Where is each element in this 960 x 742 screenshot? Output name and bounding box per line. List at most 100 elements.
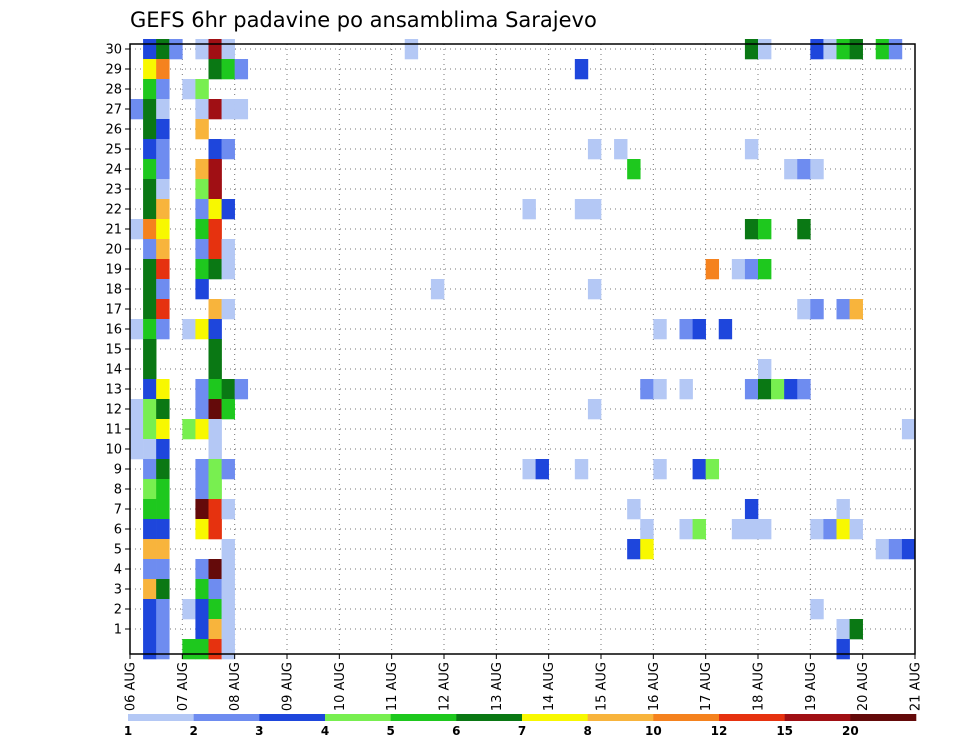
heatmap-cell bbox=[143, 259, 157, 280]
heatmap-cell bbox=[143, 299, 157, 320]
heatmap-cell bbox=[522, 459, 536, 480]
colorbar-swatch bbox=[325, 714, 391, 721]
colorbar-swatch bbox=[587, 714, 654, 721]
heatmap-cell bbox=[208, 499, 222, 520]
x-tick-label: 10 AUG bbox=[333, 662, 348, 711]
colorbar-label: 4 bbox=[321, 724, 329, 738]
heatmap-cell bbox=[901, 539, 916, 560]
heatmap-cell bbox=[888, 539, 903, 560]
x-tick-label: 11 AUG bbox=[385, 662, 400, 711]
heatmap-cell bbox=[797, 219, 811, 240]
x-tick-label: 21 AUG bbox=[909, 662, 924, 711]
heatmap-cell bbox=[208, 139, 222, 160]
heatmap-cell bbox=[143, 339, 157, 360]
heatmap-cell bbox=[195, 239, 209, 260]
heatmap-cell bbox=[143, 239, 157, 260]
heatmap-cell bbox=[574, 59, 589, 80]
heatmap-cell bbox=[875, 539, 890, 560]
heatmap-cell bbox=[195, 39, 209, 60]
heatmap-cell bbox=[143, 359, 157, 380]
y-tick-label: 25 bbox=[105, 143, 122, 158]
heatmap-cells bbox=[130, 39, 916, 660]
heatmap-cell bbox=[156, 239, 170, 260]
heatmap-cell bbox=[234, 59, 249, 80]
heatmap-cell bbox=[758, 39, 772, 60]
colorbar-label: 12 bbox=[711, 724, 728, 738]
heatmap-cell bbox=[574, 199, 589, 220]
heatmap-cell bbox=[208, 159, 222, 180]
heatmap-cell bbox=[195, 579, 209, 600]
heatmap-cell bbox=[156, 399, 170, 420]
y-tick-label: 11 bbox=[105, 423, 122, 438]
x-tick-label: 18 AUG bbox=[752, 662, 767, 711]
heatmap-cell bbox=[156, 279, 170, 300]
heatmap-cell bbox=[195, 219, 209, 240]
heatmap-cell bbox=[221, 299, 235, 320]
heatmap-cell bbox=[143, 419, 157, 440]
colorbar-swatch bbox=[850, 714, 917, 721]
y-tick-label: 14 bbox=[105, 363, 122, 378]
y-tick-label: 5 bbox=[114, 543, 122, 558]
colorbar-swatch bbox=[193, 714, 260, 721]
heatmap-cell bbox=[849, 519, 863, 540]
x-tick-label: 14 AUG bbox=[542, 662, 557, 711]
heatmap-cell bbox=[208, 199, 222, 220]
colorbar-label: 8 bbox=[583, 724, 591, 738]
y-tick-label: 21 bbox=[105, 223, 122, 238]
heatmap-cell bbox=[849, 619, 863, 640]
heatmap-cell bbox=[143, 99, 157, 120]
heatmap-cell bbox=[836, 299, 850, 320]
heatmap-cell bbox=[130, 439, 144, 460]
colorbar-swatch bbox=[390, 714, 457, 721]
heatmap-cell bbox=[797, 379, 811, 400]
heatmap-cell bbox=[692, 459, 706, 480]
heatmap-cell bbox=[195, 179, 209, 200]
heatmap-cell bbox=[221, 599, 235, 620]
heatmap-cell bbox=[810, 519, 824, 540]
heatmap-cell bbox=[143, 579, 157, 600]
heatmap-cell bbox=[640, 519, 654, 540]
x-tick-label: 08 AUG bbox=[228, 662, 243, 711]
heatmap-cell bbox=[195, 559, 209, 580]
y-tick-label: 6 bbox=[114, 523, 122, 538]
heatmap-cell bbox=[195, 419, 209, 440]
heatmap-cell bbox=[208, 59, 222, 80]
heatmap-cell bbox=[195, 499, 209, 520]
heatmap-cell bbox=[221, 539, 235, 560]
colorbar-label: 2 bbox=[189, 724, 197, 738]
y-tick-label: 22 bbox=[105, 203, 122, 218]
x-tick-label: 17 AUG bbox=[699, 662, 714, 711]
heatmap-cell bbox=[614, 139, 628, 160]
colorbar-swatch bbox=[128, 714, 194, 721]
heatmap-cell bbox=[156, 179, 170, 200]
heatmap-cell bbox=[169, 39, 183, 60]
colorbar-label: 3 bbox=[255, 724, 263, 738]
heatmap-cell bbox=[156, 379, 170, 400]
heatmap-cell bbox=[221, 239, 235, 260]
heatmap-cell bbox=[182, 319, 196, 340]
heatmap-cell bbox=[901, 419, 916, 440]
heatmap-cell bbox=[195, 159, 209, 180]
heatmap-cell bbox=[810, 299, 824, 320]
heatmap-cell bbox=[234, 379, 249, 400]
heatmap-cell bbox=[156, 59, 170, 80]
heatmap-cell bbox=[587, 199, 602, 220]
heatmap-cell bbox=[640, 539, 654, 560]
heatmap-cell bbox=[156, 79, 170, 100]
heatmap-cell bbox=[156, 199, 170, 220]
heatmap-cell bbox=[143, 159, 157, 180]
y-tick-label: 16 bbox=[105, 323, 122, 338]
y-tick-label: 2 bbox=[114, 603, 122, 618]
x-tick-label: 19 AUG bbox=[804, 662, 819, 711]
heatmap-cell bbox=[627, 159, 641, 180]
plot-grid bbox=[130, 44, 915, 654]
x-tick-label: 07 AUG bbox=[176, 662, 191, 711]
heatmap-cell bbox=[143, 379, 157, 400]
heatmap-cell bbox=[587, 279, 602, 300]
heatmap-cell bbox=[156, 619, 170, 640]
heatmap-cell bbox=[810, 39, 824, 60]
heatmap-cell bbox=[143, 219, 157, 240]
heatmap-cell bbox=[744, 219, 759, 240]
heatmap-cell bbox=[156, 219, 170, 240]
heatmap-cell bbox=[836, 619, 850, 640]
